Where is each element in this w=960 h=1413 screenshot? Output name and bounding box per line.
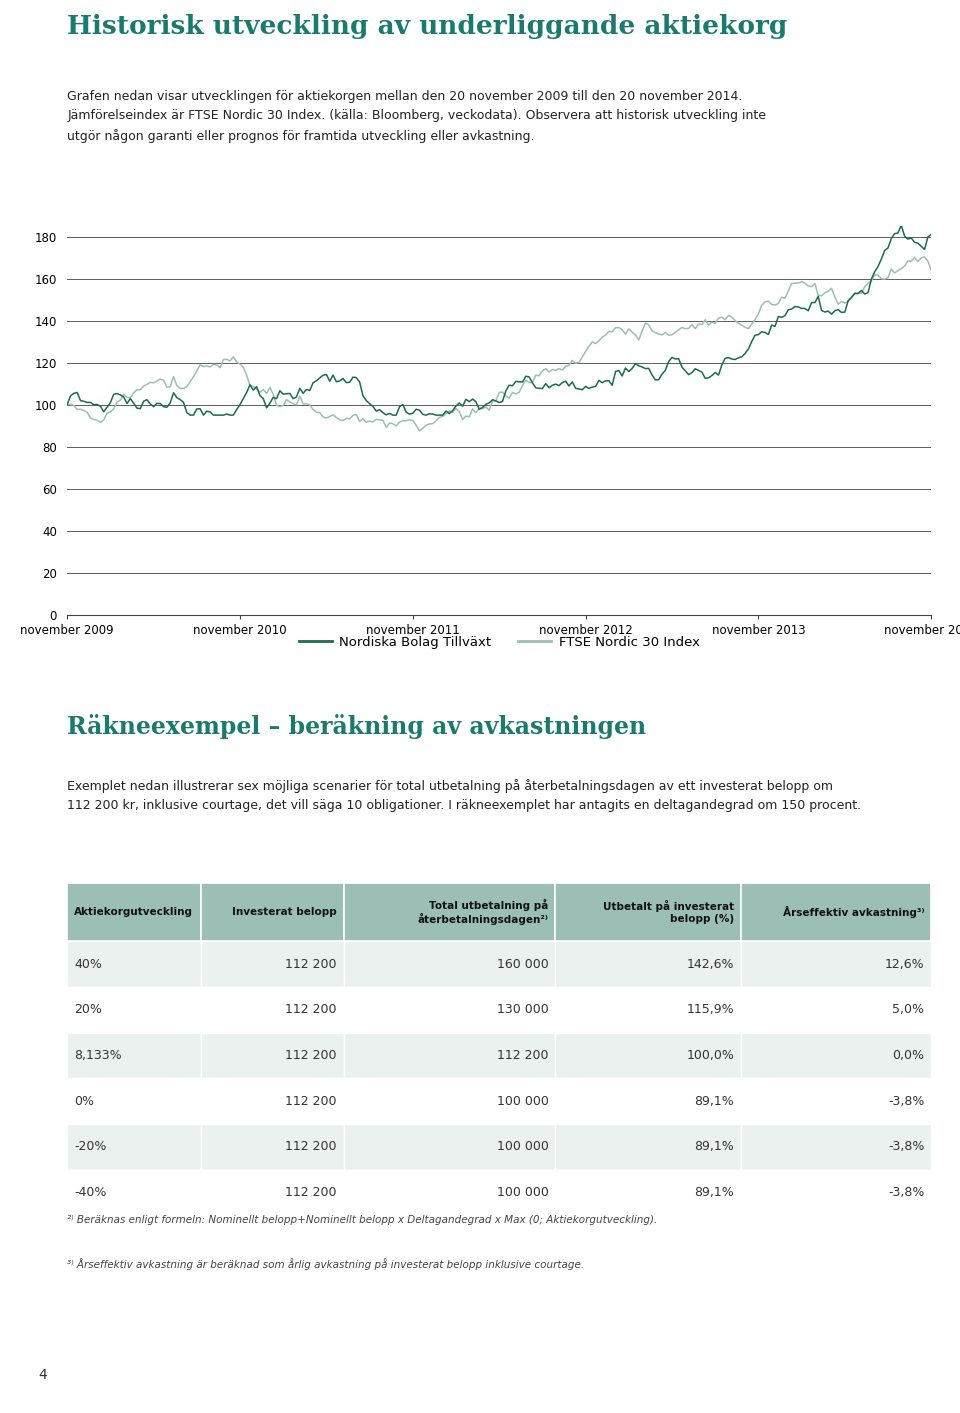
Bar: [555, 1170, 741, 1215]
Bar: [555, 986, 741, 1033]
Bar: [67, 1170, 202, 1215]
Text: -40%: -40%: [74, 1186, 107, 1198]
Text: 20%: 20%: [74, 1003, 102, 1016]
Bar: [67, 1123, 202, 1170]
Text: Total utbetalning på
återbetalningsdagen²⁾: Total utbetalning på återbetalningsdagen…: [418, 899, 548, 926]
Bar: [344, 986, 555, 1033]
Bar: [741, 1078, 931, 1123]
Bar: [741, 941, 931, 986]
Text: 89,1%: 89,1%: [694, 1095, 734, 1108]
Text: Investerat belopp: Investerat belopp: [232, 907, 337, 917]
Bar: [202, 941, 344, 986]
Legend: Nordiska Bolag Tillväxt, FTSE Nordic 30 Index: Nordiska Bolag Tillväxt, FTSE Nordic 30 …: [293, 630, 706, 654]
Bar: [67, 1078, 202, 1123]
Text: Historisk utveckling av underliggande aktiekorg: Historisk utveckling av underliggande ak…: [67, 14, 787, 40]
Text: 100 000: 100 000: [496, 1186, 548, 1198]
Bar: [67, 941, 202, 986]
Bar: [67, 986, 202, 1033]
Bar: [67, 883, 202, 941]
Bar: [202, 1033, 344, 1078]
Text: 100,0%: 100,0%: [686, 1048, 734, 1063]
Text: ³⁾ Årseffektiv avkastning är beräknad som årlig avkastning på investerat belopp : ³⁾ Årseffektiv avkastning är beräknad so…: [67, 1258, 585, 1270]
Text: 112 200: 112 200: [285, 1048, 337, 1063]
Text: 112 200: 112 200: [285, 1095, 337, 1108]
Text: 115,9%: 115,9%: [686, 1003, 734, 1016]
Text: 100 000: 100 000: [496, 1140, 548, 1153]
Text: Grafen nedan visar utvecklingen för aktiekorgen mellan den 20 november 2009 till: Grafen nedan visar utvecklingen för akti…: [67, 90, 766, 143]
Bar: [741, 986, 931, 1033]
Text: -3,8%: -3,8%: [888, 1095, 924, 1108]
Text: 12,6%: 12,6%: [885, 958, 924, 971]
Text: 142,6%: 142,6%: [686, 958, 734, 971]
Bar: [741, 1033, 931, 1078]
Bar: [202, 1123, 344, 1170]
Text: ²⁾ Beräknas enligt formeln: Nominellt belopp+Nominellt belopp x Deltagandegrad x: ²⁾ Beräknas enligt formeln: Nominellt be…: [67, 1215, 658, 1225]
Bar: [344, 883, 555, 941]
Bar: [344, 1078, 555, 1123]
Text: Exemplet nedan illustrerar sex möjliga scenarier för total utbetalning på återbe: Exemplet nedan illustrerar sex möjliga s…: [67, 779, 861, 811]
Bar: [344, 1033, 555, 1078]
Text: 8,133%: 8,133%: [74, 1048, 122, 1063]
Text: 89,1%: 89,1%: [694, 1140, 734, 1153]
Bar: [67, 1033, 202, 1078]
Bar: [741, 1170, 931, 1215]
Text: 112 200: 112 200: [285, 1140, 337, 1153]
Bar: [344, 941, 555, 986]
Text: 112 200: 112 200: [285, 1186, 337, 1198]
Text: -3,8%: -3,8%: [888, 1186, 924, 1198]
Text: 5,0%: 5,0%: [892, 1003, 924, 1016]
Bar: [555, 1078, 741, 1123]
Bar: [202, 1078, 344, 1123]
Text: 160 000: 160 000: [496, 958, 548, 971]
Bar: [344, 1123, 555, 1170]
Text: 40%: 40%: [74, 958, 102, 971]
Text: Aktiekorgutveckling: Aktiekorgutveckling: [74, 907, 193, 917]
Text: Utbetalt på investerat
belopp (%): Utbetalt på investerat belopp (%): [603, 900, 734, 924]
Bar: [202, 986, 344, 1033]
Text: -3,8%: -3,8%: [888, 1140, 924, 1153]
Text: 112 200: 112 200: [285, 1003, 337, 1016]
Text: 130 000: 130 000: [496, 1003, 548, 1016]
Text: 112 200: 112 200: [497, 1048, 548, 1063]
Bar: [555, 883, 741, 941]
Bar: [344, 1170, 555, 1215]
Bar: [202, 883, 344, 941]
Bar: [202, 1170, 344, 1215]
Text: 0,0%: 0,0%: [892, 1048, 924, 1063]
Bar: [741, 883, 931, 941]
Text: Räkneexempel – beräkning av avkastningen: Räkneexempel – beräkning av avkastningen: [67, 714, 646, 739]
Text: -20%: -20%: [74, 1140, 107, 1153]
Text: 0%: 0%: [74, 1095, 94, 1108]
Text: 100 000: 100 000: [496, 1095, 548, 1108]
Bar: [555, 1123, 741, 1170]
Bar: [555, 941, 741, 986]
Text: 89,1%: 89,1%: [694, 1186, 734, 1198]
Text: 112 200: 112 200: [285, 958, 337, 971]
Text: 4: 4: [38, 1368, 47, 1382]
Text: Årseffektiv avkastning³⁾: Årseffektiv avkastning³⁾: [782, 906, 924, 918]
Bar: [555, 1033, 741, 1078]
Bar: [741, 1123, 931, 1170]
